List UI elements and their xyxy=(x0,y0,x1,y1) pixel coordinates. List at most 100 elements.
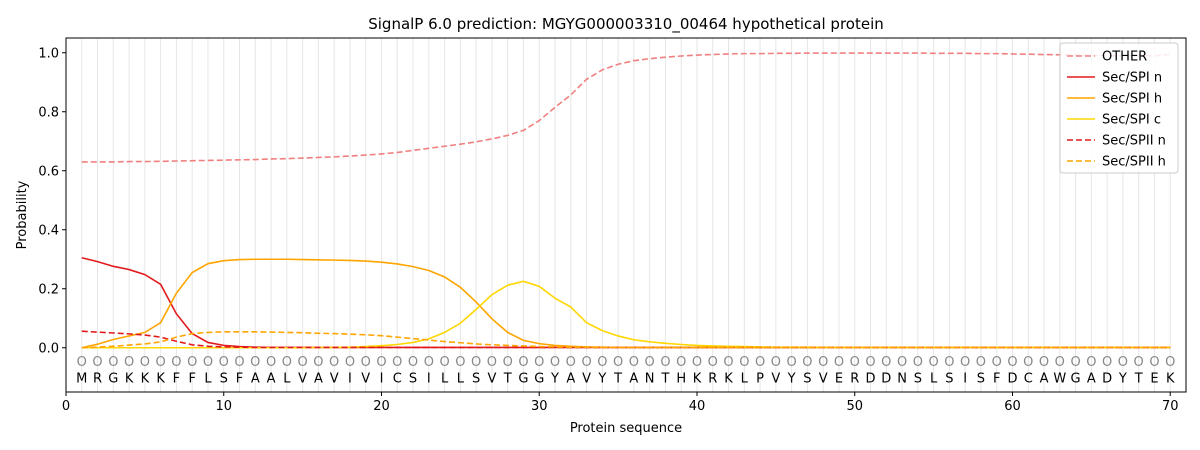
legend-label: Sec/SPI h xyxy=(1102,92,1162,107)
sequence-letter: F xyxy=(173,371,180,386)
series-line-sec-spii-h xyxy=(81,331,1171,349)
residue-marker: O xyxy=(708,355,718,370)
sequence-letter: Y xyxy=(597,371,606,386)
residue-marker: O xyxy=(850,355,860,370)
residue-marker: O xyxy=(928,355,938,370)
sequence-letter: L xyxy=(441,371,449,386)
sequence-letter: K xyxy=(693,371,702,386)
residue-marker: O xyxy=(976,355,986,370)
y-tick-label: 0.8 xyxy=(38,105,59,120)
sequence-letter: I xyxy=(380,371,384,386)
sequence-letter: W xyxy=(1053,371,1066,386)
sequence-letter: S xyxy=(472,371,480,386)
residue-marker: O xyxy=(550,355,560,370)
residue-marker: O xyxy=(834,355,844,370)
sequence-letter: D xyxy=(865,371,875,386)
residue-marker: O xyxy=(1070,355,1080,370)
sequence-letter: I xyxy=(427,371,431,386)
sequence-letter: V xyxy=(487,371,496,386)
residue-marker: O xyxy=(1086,355,1096,370)
sequence-letter: A xyxy=(267,371,276,386)
residue-marker: O xyxy=(944,355,954,370)
sequence-letter: H xyxy=(676,371,686,386)
sequence-letter: I xyxy=(348,371,352,386)
sequence-letter: A xyxy=(629,371,638,386)
residue-marker: O xyxy=(298,355,308,370)
residue-marker: O xyxy=(361,355,371,370)
sequence-letter: K xyxy=(125,371,134,386)
sequence-letter: L xyxy=(457,371,465,386)
sequence-letter: P xyxy=(756,371,764,386)
x-tick-label: 70 xyxy=(1162,399,1179,414)
sequence-letter: T xyxy=(1134,371,1143,386)
sequence-letter: K xyxy=(141,371,150,386)
residue-marker: O xyxy=(187,355,197,370)
x-tick-label: 20 xyxy=(373,399,390,414)
sequence-letter: A xyxy=(1040,371,1049,386)
residue-marker: O xyxy=(865,355,875,370)
residue-marker: O xyxy=(913,355,923,370)
residue-marker: O xyxy=(156,355,166,370)
series-line-sec-spii-n xyxy=(81,330,1171,349)
residue-marker: O xyxy=(77,355,87,370)
x-tick-label: 30 xyxy=(531,399,548,414)
sequence-letter: Y xyxy=(787,371,796,386)
x-axis-ticks: 0 10 20 30 40 50 60 70 xyxy=(62,392,1179,414)
sequence-letter: R xyxy=(850,371,859,386)
residue-marker: O xyxy=(581,355,591,370)
legend-label: Sec/SPII h xyxy=(1102,155,1166,170)
residue-marker: O xyxy=(171,355,181,370)
x-tick-label: 50 xyxy=(846,399,863,414)
sequence-letter: G xyxy=(1071,371,1081,386)
residue-marker: O xyxy=(266,355,276,370)
sequence-letter: T xyxy=(613,371,622,386)
sequence-letter: C xyxy=(1024,371,1033,386)
y-axis-ticks: 0.0 0.2 0.4 0.6 0.8 1.0 xyxy=(38,46,66,356)
residue-marker: O xyxy=(566,355,576,370)
residue-marker: O xyxy=(219,355,229,370)
y-tick-label: 0.0 xyxy=(38,341,59,356)
sequence-letter: L xyxy=(204,371,212,386)
residue-marker: O xyxy=(1023,355,1033,370)
residue-marker: O xyxy=(771,355,781,370)
residue-marker: O xyxy=(1118,355,1128,370)
sequence-letter: E xyxy=(1150,371,1158,386)
residue-marker: O xyxy=(471,355,481,370)
residue-marker: O xyxy=(1134,355,1144,370)
sequence-letter: G xyxy=(534,371,544,386)
sequence-letter: F xyxy=(236,371,243,386)
sequence-letter: S xyxy=(220,371,228,386)
residue-marker: O xyxy=(329,355,339,370)
residue-marker: O xyxy=(503,355,513,370)
sequence-letter: N xyxy=(897,371,907,386)
residue-marker: O xyxy=(534,355,544,370)
grid-lines xyxy=(81,38,1171,392)
residue-marker: O xyxy=(660,355,670,370)
sequence-letter: T xyxy=(660,371,669,386)
residue-marker: O xyxy=(1165,355,1175,370)
sequence-letter: A xyxy=(251,371,260,386)
legend-label: Sec/SPII n xyxy=(1102,134,1166,149)
sequence-letter: G xyxy=(518,371,528,386)
residue-marker: O xyxy=(787,355,797,370)
series-lines xyxy=(81,52,1171,349)
sequence-letter: G xyxy=(108,371,118,386)
sequence-letter: D xyxy=(1102,371,1112,386)
sequence-letter: A xyxy=(1087,371,1096,386)
residue-marker: O xyxy=(140,355,150,370)
residue-marker: O xyxy=(282,355,292,370)
residue-marker: O xyxy=(313,355,323,370)
residue-marker: O xyxy=(424,355,434,370)
y-tick-label: 0.6 xyxy=(38,164,59,179)
x-tick-label: 40 xyxy=(689,399,706,414)
residue-marker: O xyxy=(992,355,1002,370)
sequence-letter: D xyxy=(1007,371,1017,386)
residue-marker: O xyxy=(897,355,907,370)
x-tick-label: 0 xyxy=(62,399,70,414)
residue-marker: O xyxy=(250,355,260,370)
residue-marker: O xyxy=(597,355,607,370)
residue-marker: O xyxy=(739,355,749,370)
residue-marker: O xyxy=(124,355,134,370)
sequence-letter: S xyxy=(914,371,922,386)
